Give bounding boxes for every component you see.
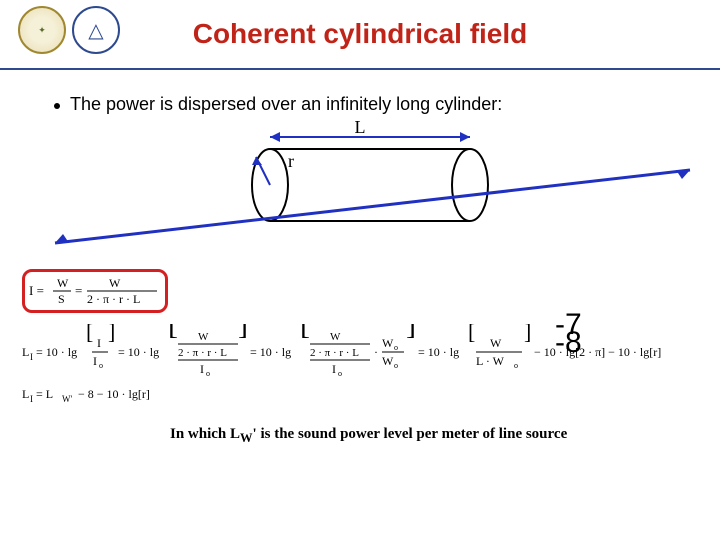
svg-text:o: o	[99, 361, 103, 370]
svg-text:[: [	[468, 324, 475, 344]
equation-2: L I = 10 · lg [ I I o ] = 10 · lg [ W 2 …	[22, 324, 702, 382]
svg-text:I: I	[200, 362, 204, 376]
svg-text:I: I	[332, 362, 336, 376]
svg-text:− 10 · lg[2 · π] − 10 · lg[r]: − 10 · lg[2 · π] − 10 · lg[r]	[534, 345, 661, 359]
equations-block: I = W S = W 2 · π · r · L L I = 10 · lg …	[22, 269, 720, 408]
svg-text:= L: = L	[36, 387, 53, 401]
svg-text:W: W	[330, 331, 341, 343]
svg-text:W: W	[382, 336, 394, 350]
svg-text:o: o	[394, 343, 398, 352]
svg-text:I: I	[93, 354, 97, 368]
svg-text:= 10 · lg: = 10 · lg	[118, 345, 159, 359]
svg-text:o: o	[206, 369, 210, 378]
footnote: In which LW' is the sound power level pe…	[170, 426, 720, 446]
svg-text:= 10 · lg: = 10 · lg	[250, 345, 291, 359]
svg-text:S: S	[58, 292, 65, 306]
university-seal-icon: ✦	[18, 6, 66, 54]
svg-text:W: W	[490, 336, 502, 350]
cylinder-diagram: L r	[0, 115, 720, 265]
svg-text:o: o	[394, 361, 398, 370]
svg-text:]: ]	[406, 324, 416, 341]
svg-text:= 10 · lg: = 10 · lg	[418, 345, 459, 359]
svg-text:[: [	[86, 324, 93, 344]
header: ✦ △ Coherent cylindrical field	[0, 0, 720, 70]
svg-text:=: =	[75, 283, 82, 298]
svg-text:L: L	[22, 387, 29, 401]
overlay-bottom: -8	[555, 334, 582, 352]
label-r: r	[288, 151, 294, 171]
svg-text:= 10 · lg: = 10 · lg	[36, 345, 77, 359]
svg-text:W: W	[382, 354, 394, 368]
aes-triangle-icon: △	[72, 6, 120, 54]
equation-1: I = W S = W 2 · π · r · L	[29, 273, 161, 309]
svg-text:]: ]	[238, 324, 248, 341]
bullet-item: The power is dispersed over an infinitel…	[54, 94, 720, 115]
svg-text:2 · π · r · L: 2 · π · r · L	[87, 292, 140, 306]
svg-text:I: I	[97, 336, 101, 350]
svg-text:2 · π · r · L: 2 · π · r · L	[310, 347, 359, 359]
svg-text:W: W	[109, 276, 121, 290]
svg-text:− 8 − 10 · lg[r]: − 8 − 10 · lg[r]	[78, 387, 150, 401]
bullet-dot-icon	[54, 103, 60, 109]
svg-text:o: o	[338, 369, 342, 378]
label-L: L	[355, 117, 366, 137]
svg-text:]: ]	[524, 324, 531, 344]
overlay-number: -7 -8	[555, 316, 582, 352]
svg-text:[: [	[168, 324, 178, 341]
svg-text:[: [	[300, 324, 310, 341]
cylinder-svg: L r	[0, 115, 720, 265]
svg-text:I =: I =	[29, 283, 44, 298]
svg-text:I: I	[30, 394, 33, 404]
svg-text:I: I	[30, 352, 33, 362]
equation-3: L I = L W' − 8 − 10 · lg[r]	[22, 382, 282, 408]
svg-text:W: W	[198, 331, 209, 343]
svg-text:]: ]	[108, 324, 115, 344]
svg-text:L · W: L · W	[476, 354, 505, 368]
bullet-text: The power is dispersed over an infinitel…	[70, 94, 502, 115]
svg-text:·: ·	[374, 345, 378, 359]
logo-group: ✦ △	[18, 6, 120, 54]
svg-text:W': W'	[62, 394, 72, 404]
svg-text:W: W	[57, 276, 69, 290]
svg-text:o: o	[514, 361, 518, 370]
svg-text:L: L	[22, 345, 29, 359]
intensity-formula-highlight: I = W S = W 2 · π · r · L	[22, 269, 168, 313]
svg-text:2 · π · r · L: 2 · π · r · L	[178, 347, 227, 359]
